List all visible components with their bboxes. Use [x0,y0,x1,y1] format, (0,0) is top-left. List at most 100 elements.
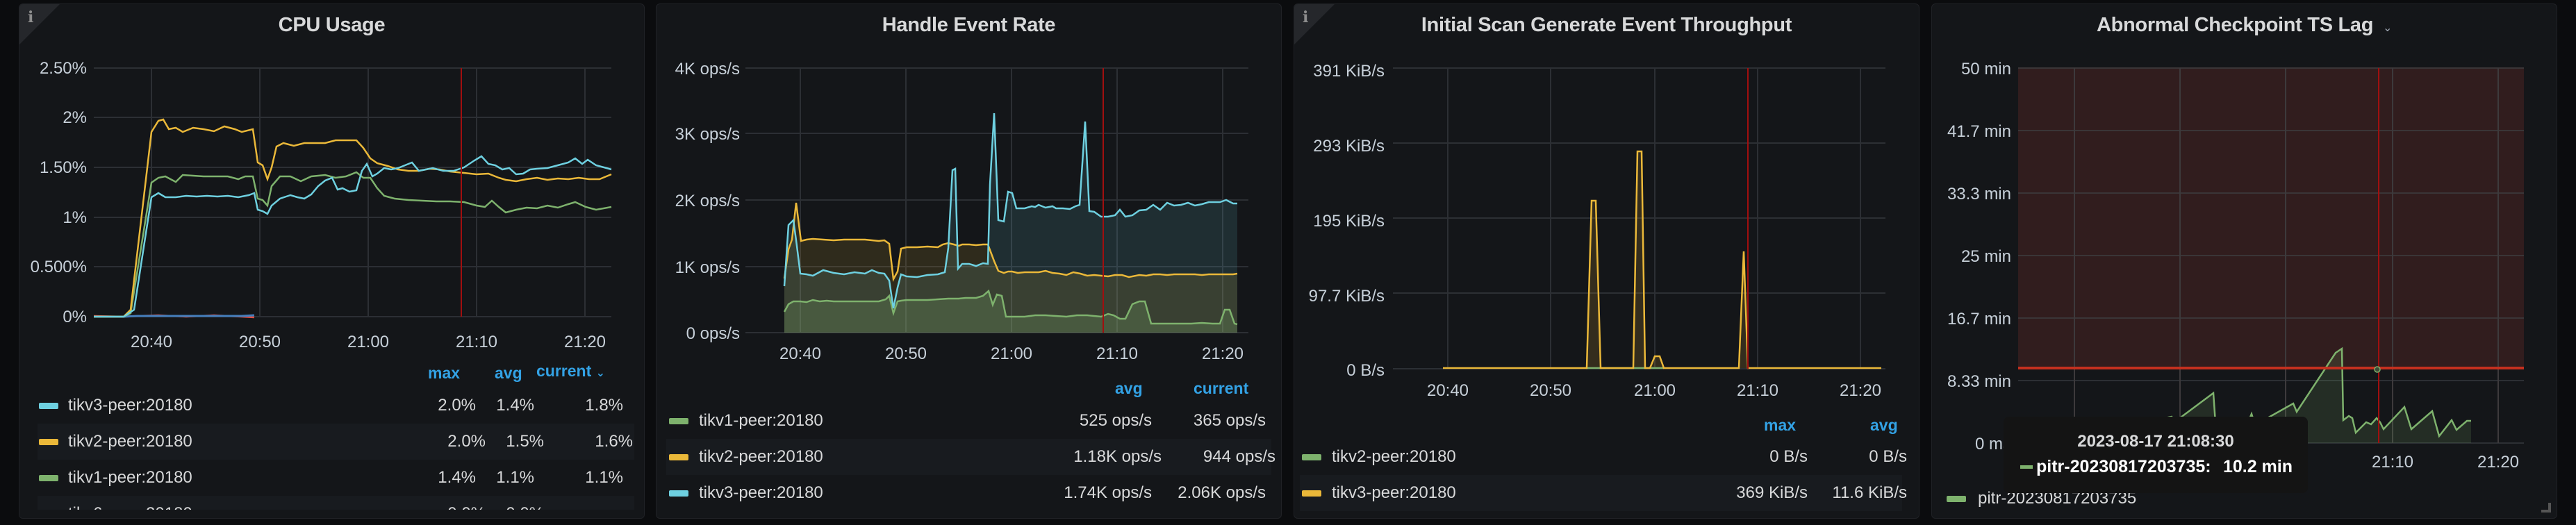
chevron-down-icon: ⌄ [595,367,606,379]
legend-row[interactable]: tikv1-peer:20180 1.4% 1.1% 1.1% [19,460,634,496]
x-tick: 20:50 [885,344,927,363]
legend-max: 2.0% [447,432,486,451]
y-tick: 1% [63,208,87,227]
y-tick: 16.7 min [1947,310,2011,328]
x-tick: 21:20 [564,333,606,351]
y-tick: 4K ops/s [675,60,740,78]
panel-initial-scan-throughput[interactable]: i Initial Scan Generate Event Throughput… [1294,3,1919,519]
legend-row[interactable]: tikv2-peer:20180 0 B/s 0 B/s [1294,439,1909,475]
series-color-swatch[interactable] [669,418,688,424]
info-corner[interactable] [19,4,60,44]
series-color-swatch[interactable] [1302,454,1321,460]
resize-handle[interactable] [2541,503,2551,512]
series-color-swatch[interactable] [39,403,58,409]
tooltip-time: 2023-08-17 21:08:30 [2077,432,2234,451]
legend-avg: 1.5% [506,432,544,451]
y-tick: 97.7 KiB/s [1309,287,1385,306]
legend-row[interactable]: tikv2-peer:20180 1.18K ops/s 944 ops/s [666,439,1275,475]
hover-tooltip: 2023-08-17 21:08:30 pitr-20230817203735:… [2004,417,2308,493]
legend-header-max[interactable]: max [1764,416,1797,434]
y-tick: 2.50% [40,59,87,78]
legend-current: 944 ops/s [1203,447,1275,466]
legend-series-name[interactable]: tikv2-peer:20180 [68,432,192,451]
x-tick: 21:20 [1202,344,1244,363]
panel-title[interactable]: Handle Event Rate [882,14,1056,36]
x-tick: 21:20 [2477,453,2519,472]
handle-event-rate-chart[interactable]: 4K ops/s 3K ops/s 2K ops/s 1K ops/s 0 op… [657,4,1282,519]
legend-series-name[interactable]: tikv3-peer:20180 [68,396,192,415]
x-tick: 21:00 [991,344,1032,363]
x-tick: 20:50 [239,333,281,351]
legend-current: 365 ops/s [1193,411,1266,430]
legend-max: 0.0% [447,504,486,510]
legend-current: 2.06K ops/s [1178,483,1266,502]
legend-row[interactable]: tikv1-peer:20180 525 ops/s 365 ops/s [657,403,1271,439]
legend-row[interactable]: tikv3-peer:20180 369 KiB/s 11.6 KiB/s [1300,475,1907,511]
panel-cpu-usage[interactable]: i CPU Usage 2.50% 2% 1.50% 1% 0.500% 0% … [19,3,645,519]
legend-current: 1.8% [585,396,623,415]
legend-series-name[interactable]: tikv2-peer:20180 [699,447,823,466]
legend-header-max[interactable]: max [428,364,461,382]
legend-header-avg[interactable]: avg [1115,379,1143,397]
legend-row[interactable]: tikv2-peer:20180 2.0% 1.5% 1.6% [38,424,634,460]
y-tick: 0 B/s [1346,361,1385,380]
y-tick: 3K ops/s [675,125,740,144]
hover-point [2374,366,2381,373]
y-tick: 0 ops/s [686,324,740,343]
x-tick: 21:10 [2372,453,2413,472]
series-color-swatch[interactable] [669,454,688,460]
x-tick: 21:20 [1840,381,1881,400]
chevron-down-icon[interactable]: ⌄ [2382,22,2393,34]
y-tick: 0% [63,308,87,326]
legend-avg: 0 B/s [1869,447,1907,466]
legend-series-name[interactable]: tikv6-peer:20180 [68,504,192,510]
y-tick: 1.50% [40,158,87,177]
legend-header-avg[interactable]: avg [495,364,522,382]
info-icon[interactable]: i [28,8,34,26]
info-icon[interactable]: i [1303,8,1309,26]
legend-max: 369 KiB/s [1736,483,1808,502]
series-color-swatch[interactable] [1302,490,1321,497]
legend-max: 2.0% [438,396,476,415]
y-tick: 41.7 min [1947,122,2011,141]
legend-header-current-label: current [536,362,592,380]
threshold-region [2018,68,2524,367]
panel-title[interactable]: Abnormal Checkpoint TS Lag ⌄ [1932,14,2557,37]
info-corner[interactable] [1294,4,1335,44]
checkpoint-lag-chart[interactable]: 50 min 41.7 min 33.3 min 25 min 16.7 min… [1932,4,2557,519]
legend-avg: 0.0% [506,504,544,510]
series-color-swatch[interactable] [39,475,58,481]
cpu-usage-chart[interactable]: 2.50% 2% 1.50% 1% 0.500% 0% 20:40 20:50 … [19,4,645,519]
legend-series-name[interactable]: tikv3-peer:20180 [1332,483,1456,502]
x-tick: 20:40 [131,333,172,351]
legend-header-current[interactable]: current [1194,379,1249,397]
legend-series-name[interactable]: tikv3-peer:20180 [699,483,823,502]
y-tick: 0.500% [31,258,87,276]
panel-handle-event-rate[interactable]: Handle Event Rate 4K ops/s 3K ops/s 2K o… [656,3,1282,519]
legend-row[interactable]: tikv3-peer:20180 1.74K ops/s 2.06K ops/s [657,475,1271,511]
series-color-swatch[interactable] [669,490,688,497]
y-tick: 195 KiB/s [1313,212,1385,231]
legend-row[interactable]: tikv6-peer:20180 0.0% 0.0% [38,496,634,510]
legend-series-name[interactable]: tikv1-peer:20180 [68,468,192,487]
series-color-swatch[interactable] [1947,496,1966,502]
x-tick: 21:10 [456,333,497,351]
x-tick: 21:10 [1096,344,1138,363]
y-tick: 1K ops/s [675,258,740,277]
legend-header-current[interactable]: current ⌄ [536,362,605,381]
panel-title-text: Abnormal Checkpoint TS Lag [2096,14,2374,36]
scrollbar-track[interactable] [19,510,644,518]
x-tick: 20:50 [1530,381,1571,400]
panel-title[interactable]: CPU Usage [278,14,386,36]
initial-scan-chart[interactable]: 391 KiB/s 293 KiB/s 195 KiB/s 97.7 KiB/s… [1294,4,1919,519]
legend-row[interactable]: tikv3-peer:20180 2.0% 1.4% 1.8% [19,388,634,424]
legend-header-avg[interactable]: avg [1870,416,1898,434]
legend-current: 1.1% [585,468,623,487]
series-tikv3 [1443,150,1881,369]
tooltip-value: 10.2 min [2222,457,2293,476]
legend-series-name[interactable]: tikv1-peer:20180 [699,411,823,430]
legend-series-name[interactable]: tikv2-peer:20180 [1332,447,1456,466]
panel-title[interactable]: Initial Scan Generate Event Throughput [1421,14,1792,36]
y-tick: 2K ops/s [675,192,740,210]
series-color-swatch[interactable] [39,439,58,445]
